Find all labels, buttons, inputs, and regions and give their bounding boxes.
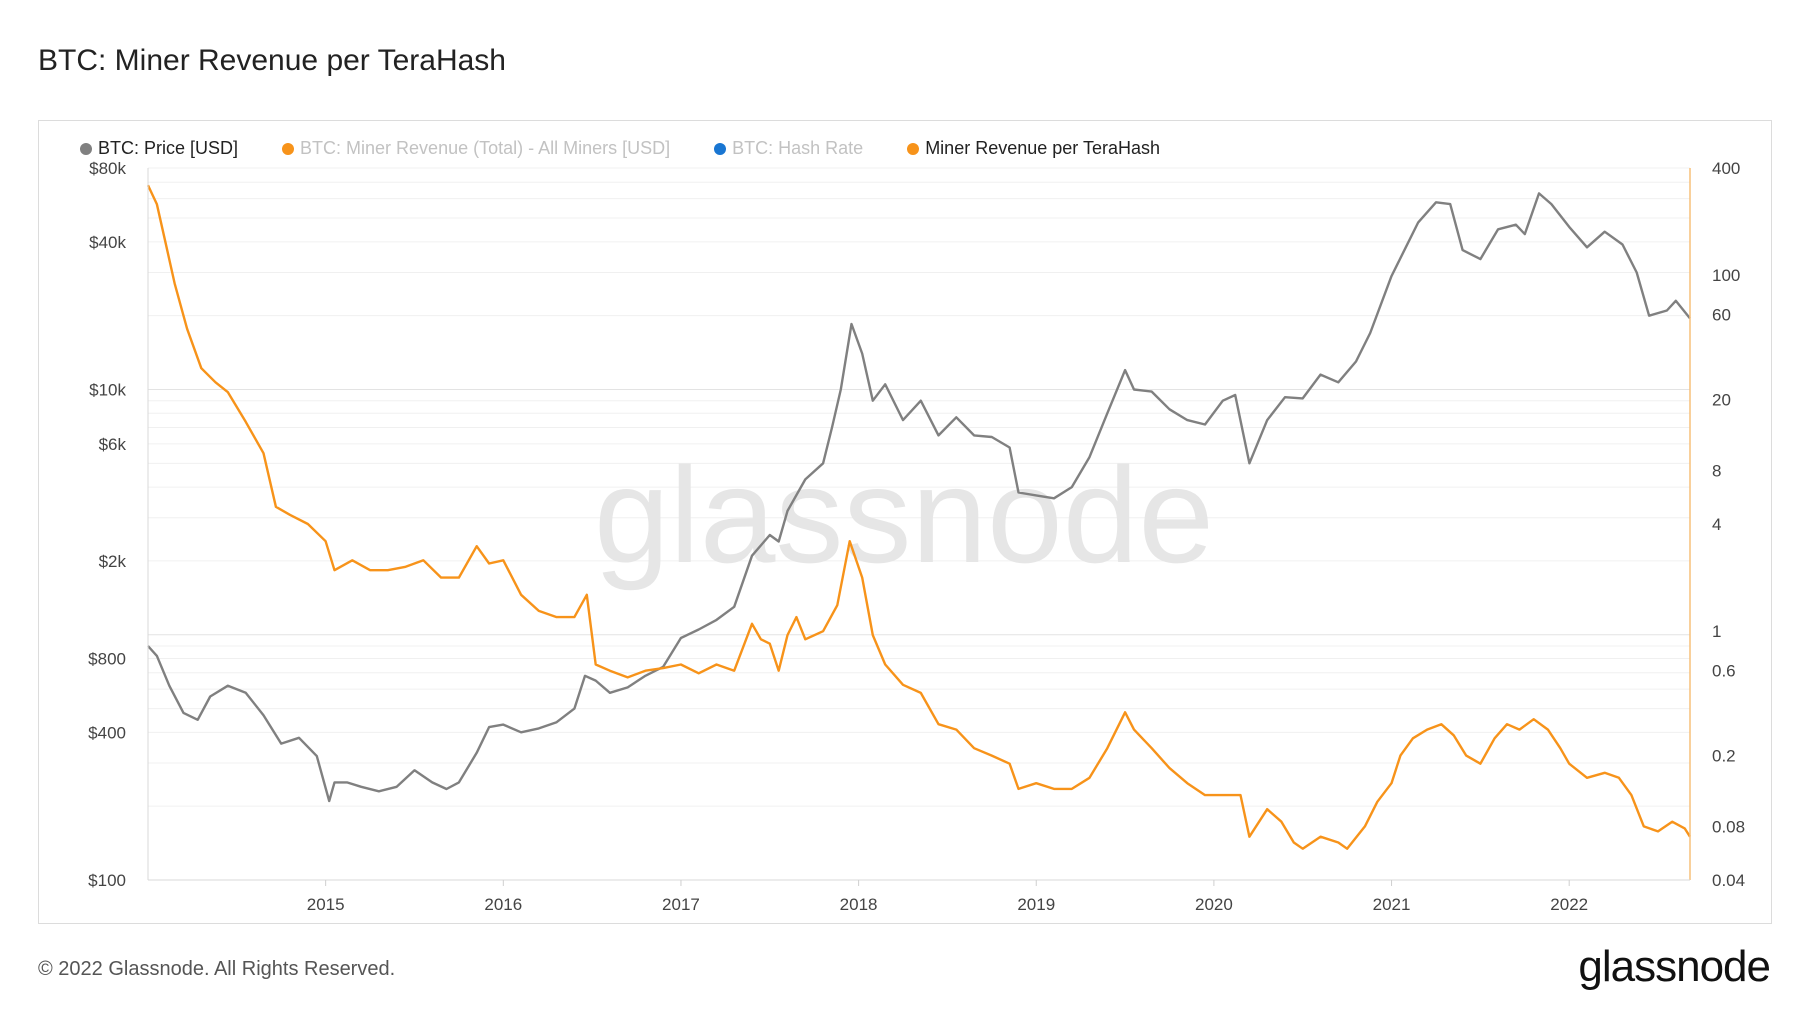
y-right-tick-label: 100: [1712, 266, 1740, 285]
x-tick-label: 2022: [1550, 895, 1588, 914]
chart-legend: BTC: Price [USD] BTC: Miner Revenue (Tot…: [80, 138, 1160, 159]
y-left-tick-label: $100: [88, 871, 126, 890]
btc-price-line: [147, 192, 1691, 803]
legend-label: BTC: Price [USD]: [98, 138, 239, 158]
legend-item-revenue-per-terahash[interactable]: Miner Revenue per TeraHash: [907, 138, 1160, 159]
series-layer: [146, 184, 1692, 850]
y-right-tick-label: 4: [1712, 515, 1721, 534]
y-right-tick-label: 20: [1712, 391, 1731, 410]
page-title: BTC: Miner Revenue per TeraHash: [38, 44, 506, 77]
y-left-tick-label: $6k: [99, 435, 127, 454]
axes-layer: $100 $400 $800 $2k $6k $10k $40k $80k 0.04 0.08 0.…: [88, 159, 1745, 914]
x-tick-label: 2017: [662, 895, 700, 914]
legend-label: BTC: Hash Rate: [732, 138, 864, 158]
x-tick-label: 2016: [484, 895, 522, 914]
y-left-tick-label: $40k: [89, 233, 126, 252]
legend-label: Miner Revenue per TeraHash: [925, 138, 1160, 158]
y-right-tick-label: 0.04: [1712, 871, 1745, 890]
x-tick-label: 2019: [1017, 895, 1055, 914]
legend-dot-icon: [907, 142, 920, 155]
y-left-tick-label: $800: [88, 650, 126, 669]
y-left-tick-label: $10k: [89, 380, 126, 399]
legend-dot-icon: [714, 142, 727, 155]
x-tick-label: 2018: [840, 895, 878, 914]
legend-item-price[interactable]: BTC: Price [USD]: [80, 138, 238, 159]
x-tick-label: 2015: [307, 895, 345, 914]
watermark-logo: glassnode: [594, 439, 1214, 591]
y-left-tick-label: $2k: [99, 552, 127, 571]
y-right-tick-label: 0.6: [1712, 662, 1736, 681]
legend-item-hash-rate[interactable]: BTC: Hash Rate: [714, 138, 863, 159]
legend-dot-icon: [282, 142, 295, 155]
x-tick-label: 2020: [1195, 895, 1233, 914]
y-right-tick-label: 0.2: [1712, 747, 1736, 766]
x-tick-label: 2021: [1373, 895, 1411, 914]
y-right-tick-label: 8: [1712, 461, 1721, 480]
y-left-tick-label: $400: [88, 723, 126, 742]
legend-item-miner-revenue-total[interactable]: BTC: Miner Revenue (Total) - All Miners …: [282, 138, 670, 159]
legend-label: BTC: Miner Revenue (Total) - All Miners …: [300, 138, 671, 158]
y-right-tick-label: 1: [1712, 622, 1721, 641]
revenue-per-terahash-line: [146, 184, 1692, 850]
y-right-tick-label: 60: [1712, 306, 1731, 325]
y-right-tick-label: 0.08: [1712, 817, 1745, 836]
copyright-text: © 2022 Glassnode. All Rights Reserved.: [38, 958, 396, 980]
y-right-tick-label: 400: [1712, 159, 1740, 178]
grid-lines: [148, 167, 1690, 881]
glassnode-logo[interactable]: glassnode: [1578, 942, 1771, 991]
y-left-tick-label: $80k: [89, 159, 126, 178]
legend-dot-icon: [80, 142, 92, 155]
chart-frame: [38, 120, 1772, 924]
